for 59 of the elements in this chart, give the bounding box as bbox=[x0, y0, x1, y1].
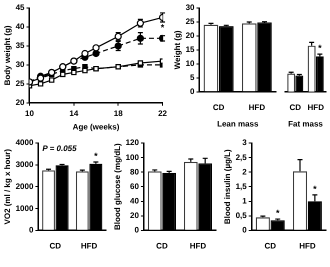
y-tick-label: 1 bbox=[242, 196, 248, 206]
annotation: * bbox=[276, 208, 280, 218]
x-axis-title: Age (weeks) bbox=[72, 122, 120, 132]
x-tick-label: HFD bbox=[248, 102, 266, 112]
y-tick-label: 3000 bbox=[16, 160, 34, 170]
y-tick-label: 1,5 bbox=[236, 182, 248, 191]
x-tick-label: CD bbox=[264, 241, 276, 250]
x-tick-label: 18 bbox=[114, 108, 124, 118]
y-tick-label: 40 bbox=[130, 196, 140, 206]
y-tick-label: 1000 bbox=[16, 204, 34, 213]
y-tick-label: 15 bbox=[186, 45, 196, 54]
y-tick-label: 45 bbox=[16, 3, 26, 12]
y-tick-label: 100 bbox=[126, 152, 140, 162]
y-tick-label: 25 bbox=[186, 17, 196, 26]
y-tick-label: 0 bbox=[190, 87, 196, 96]
y-tick-label: 60 bbox=[130, 182, 140, 191]
y-tick-label: 5 bbox=[190, 73, 196, 82]
y-tick-label: 2 bbox=[242, 167, 248, 176]
y-tick-label: 4000 bbox=[16, 138, 34, 148]
x-tick-label: HFD bbox=[190, 241, 206, 250]
x-tick-label: CD bbox=[212, 102, 225, 112]
y-tick-label: 0 bbox=[242, 226, 248, 235]
y-tick-label: 0 bbox=[28, 226, 34, 235]
y-tick-label: 0 bbox=[134, 226, 140, 235]
annotation: * bbox=[318, 43, 322, 54]
x-tick-label: CD bbox=[289, 102, 302, 112]
annotation: P = 0.055 bbox=[42, 144, 78, 154]
y-tick-label: 20 bbox=[186, 31, 196, 40]
y-axis-title: Blood insulin (µg/L) bbox=[223, 148, 232, 224]
x-axis-title: Lean mass bbox=[217, 119, 259, 128]
y-tick-label: 40 bbox=[16, 22, 26, 32]
x-tick-label: HFD bbox=[80, 241, 98, 250]
x-tick-label: CD bbox=[50, 241, 62, 250]
y-tick-label: 2000 bbox=[16, 182, 34, 191]
y-tick-label: 120 bbox=[126, 138, 140, 148]
x-tick-label: 22 bbox=[158, 108, 168, 118]
x-axis-title: Fat mass bbox=[288, 119, 324, 128]
y-tick-label: 80 bbox=[130, 167, 140, 176]
y-axis-title: VO2 (ml / kg x hour) bbox=[3, 148, 12, 224]
annotation: * bbox=[94, 150, 98, 161]
x-tick-label: 14 bbox=[69, 108, 79, 118]
y-axis-title: Body weight (g) bbox=[3, 25, 12, 86]
y-axis-title: Weight (g) bbox=[173, 30, 182, 70]
y-tick-label: 20 bbox=[16, 98, 26, 108]
y-tick-label: 20 bbox=[130, 211, 140, 220]
annotation: * bbox=[160, 22, 165, 33]
y-tick-label: 25 bbox=[16, 79, 26, 88]
x-tick-label: HFD bbox=[308, 102, 324, 112]
y-axis-title: Blood glucose (mg/dL) bbox=[113, 143, 122, 230]
y-tick-label: 2,5 bbox=[236, 152, 248, 162]
y-tick-label: 30 bbox=[186, 3, 196, 12]
x-tick-label: CD bbox=[156, 241, 168, 250]
y-tick-label: 10 bbox=[186, 59, 196, 68]
annotation: * bbox=[313, 184, 318, 194]
y-tick-label: 35 bbox=[16, 41, 26, 50]
x-tick-label: HFD bbox=[299, 241, 316, 250]
y-tick-label: 30 bbox=[16, 60, 26, 70]
y-tick-label: 3 bbox=[242, 138, 248, 148]
y-tick-label: 0,5 bbox=[236, 211, 248, 220]
